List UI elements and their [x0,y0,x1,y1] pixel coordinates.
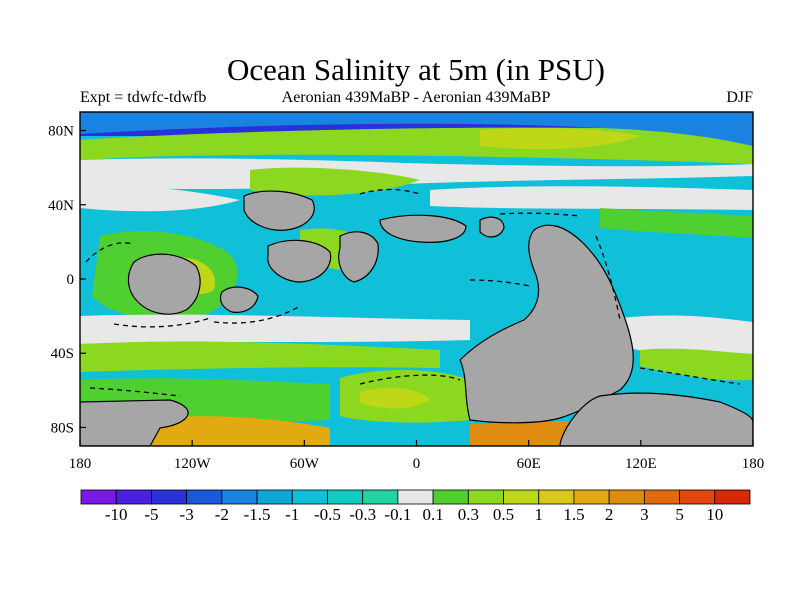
contour-south-east [639,367,741,385]
colorbar-label: -2 [214,505,229,524]
north-saline-core [480,128,640,150]
colorbar-swatch [467,489,504,505]
land-small-island [219,286,259,313]
x-tick-label: 120E [625,456,657,472]
period-label: Aeronian 439MaBP - Aeronian 439MaBP [281,89,551,106]
east-saline-band [600,208,753,238]
shelf-contours [85,188,741,397]
contour-central-a [213,305,301,324]
colorbar-label: 1.5 [563,505,585,524]
colorbar-label: 0.5 [492,505,515,524]
landmasses [80,190,753,446]
contour-south-a [359,374,461,385]
colorbar-swatch [291,489,328,505]
land-main-supercontinent [459,224,634,424]
colorbar-label: -0.5 [314,505,341,524]
land-central-archipelago [267,239,332,283]
land-central-east [338,231,379,283]
south-saline-band [80,341,440,372]
colorbar-label: 5 [675,505,684,524]
colorbar-swatch [397,489,434,505]
contour-central-b [469,279,531,287]
land-north-island [379,214,467,243]
colorbar-label: -0.3 [349,505,377,524]
land-north-islet [479,216,505,238]
season-label: DJF [726,89,753,106]
colorbar-label: 0.3 [457,505,479,524]
land-southwest [80,399,189,446]
map-field [80,112,753,446]
colorbar-swatch [221,489,258,505]
y-tick-label: 40S [51,346,74,362]
west-neutral-patch [80,185,240,212]
x-tick-label: 0 [413,456,421,472]
colorbar-label: -10 [104,505,128,524]
x-tick-label: 60E [517,456,541,472]
colorbar-swatch [80,489,117,505]
contour-west-b [113,317,211,328]
colorbar-swatch [573,489,610,505]
latitude-axis: 80N 40N 0 40S 80S [48,124,86,436]
x-tick-label: 120W [174,456,212,472]
north-neutral-band [80,158,753,189]
arctic-transition [80,112,753,150]
south-neutral-band [80,314,470,344]
southern-gulf-core [360,387,430,409]
y-tick-label: 0 [67,272,75,288]
colorbar-swatch [503,489,540,505]
colorbar-swatch [151,489,188,505]
colorbar-swatch [643,489,680,505]
colorbar-swatch [714,489,751,505]
contour-north [359,188,421,195]
x-tick-label: 60W [290,456,320,472]
colorbar-label: -3 [179,505,194,524]
colorbar-swatch [679,489,716,505]
y-tick-label: 40N [48,198,74,214]
land-west-continent [127,253,201,315]
east-neutral-band [430,186,753,210]
longitude-axis: 180 120W 60W 0 60E 120E 180 [69,440,765,472]
contour-north-east [499,212,581,217]
colorbar-swatch [608,489,645,505]
y-tick-label: 80N [48,124,74,140]
colorbar-label: 0.1 [422,505,444,524]
colorbar-label: 3 [640,505,649,524]
x-tick-label: 180 [742,456,765,472]
colorbar-swatch [186,489,223,505]
colorbar-label: 2 [604,505,614,524]
colorbar-swatch [115,489,152,505]
polar-saline-west [140,416,330,446]
colorbar-swatch [362,489,399,505]
colorbar-label: -0.1 [384,505,412,524]
midlat-saline-patch [250,167,420,196]
colorbar-label: -1 [285,505,300,524]
contour-west-a [85,242,133,263]
contour-south-west [89,387,181,397]
land-south-east-shelf [559,392,753,446]
colorbar-swatch [538,489,575,505]
colorbar-label: -5 [144,505,159,524]
colorbar-label: -1.5 [243,505,271,524]
x-tick-label: 180 [69,456,92,472]
colorbar-label: 10 [706,505,724,524]
colorbar-label: 1 [534,505,543,524]
colorbar-swatch [432,489,469,505]
land-north-block [243,190,315,231]
map-title: Ocean Salinity at 5m (in PSU) [227,52,605,87]
colorbar-swatch [327,489,364,505]
colorbar-swatch [256,489,293,505]
colorbar [80,489,751,505]
experiment-label: Expt = tdwfc-tdwfb [80,89,207,106]
y-tick-label: 80S [51,420,74,436]
